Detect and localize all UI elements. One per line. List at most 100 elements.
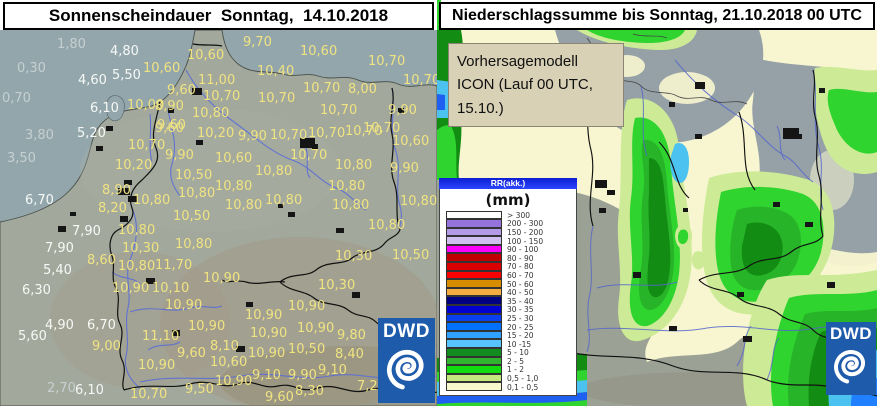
legend-header: RR(akk.) <box>439 178 577 189</box>
legend-row: 100 - 150 <box>440 236 576 246</box>
legend-label: 200 - 300 <box>507 219 544 229</box>
sunshine-value: 10,70 <box>363 121 401 136</box>
sunshine-value: 5,50 <box>112 68 141 83</box>
legend-label: 100 - 150 <box>507 236 544 246</box>
legend-label: > 300 <box>507 210 530 220</box>
sunshine-value: 10,30 <box>335 249 373 264</box>
sunshine-value: 9,60 <box>265 390 294 405</box>
legend-row: 25 - 30 <box>440 313 576 323</box>
legend-label: 5 - 10 <box>507 348 529 358</box>
legend-row: 90 - 100 <box>440 244 576 254</box>
legend-swatch <box>446 253 502 263</box>
legend-swatch <box>446 356 502 366</box>
legend-row: 35 - 40 <box>440 296 576 306</box>
legend-row: 80 - 90 <box>440 253 576 263</box>
legend-swatch <box>446 270 502 280</box>
legend-swatch <box>446 348 502 357</box>
sunshine-value: 10,70 <box>320 103 358 118</box>
sunshine-value: 10,90 <box>188 319 226 334</box>
sunshine-value: 10,80 <box>225 198 263 213</box>
dwd-spiral-icon <box>386 350 424 390</box>
legend-label: 60 - 70 <box>507 270 534 280</box>
sunshine-value: 10,70 <box>368 54 406 69</box>
sunshine-map <box>0 30 437 406</box>
sunshine-value: 2,70 <box>47 381 76 396</box>
sunshine-value: 10,50 <box>288 342 326 357</box>
city-marks <box>58 88 404 352</box>
sunshine-value: 10,70 <box>403 73 437 88</box>
precipitation-panel: Niederschlagssumme bis Sonntag, 21.10.20… <box>437 0 877 406</box>
dwd-logo-right: DWD <box>826 322 876 395</box>
model-info-line3: 15.10.) <box>457 99 504 117</box>
legend-row: 50 - 60 <box>440 279 576 289</box>
legend-swatch <box>446 330 502 340</box>
dwd-logo-left: DWD <box>378 318 435 403</box>
sunshine-value: 8,40 <box>335 347 364 362</box>
sunshine-value: 6,30 <box>22 283 51 298</box>
legend-label: 80 - 90 <box>507 253 534 263</box>
sunshine-value: 4,90 <box>45 318 74 333</box>
sunshine-value: 10,60 <box>392 134 430 149</box>
legend-row: 0,1 - 0,5 <box>440 382 576 392</box>
sunshine-value: 8,60 <box>87 253 116 268</box>
sunshine-value: 11,00 <box>198 73 236 88</box>
legend-swatch <box>446 365 502 374</box>
sunshine-value: 10,30 <box>122 241 160 256</box>
sunshine-value: 10,40 <box>257 64 295 79</box>
sunshine-value: 9,60 <box>167 83 196 98</box>
model-info-box: Vorhersagemodell ICON (Lauf 00 UTC, 15.1… <box>448 43 624 127</box>
legend-label: 15 - 20 <box>507 331 534 341</box>
sunshine-value: 10,60 <box>215 151 253 166</box>
sunshine-value: 10,50 <box>392 248 430 263</box>
sunshine-value: 1,80 <box>57 37 86 52</box>
sunshine-value: 10,60 <box>143 61 181 76</box>
dwd-logo-text: DWD <box>383 321 430 342</box>
sunshine-value: 10,30 <box>318 278 356 293</box>
sunshine-value: 8,00 <box>348 82 377 97</box>
legend-swatch <box>446 244 502 254</box>
model-info-line1: Vorhersagemodell <box>457 53 578 70</box>
sunshine-value: 10,80 <box>368 218 406 233</box>
sunshine-value: 9,00 <box>92 339 121 354</box>
legend-swatch <box>446 382 502 391</box>
legend-swatch <box>446 262 502 271</box>
legend-swatch <box>446 296 502 306</box>
legend-label: 25 - 30 <box>507 313 534 323</box>
legend-row: 1 - 2 <box>440 365 576 374</box>
dwd-spiral-icon <box>834 350 865 384</box>
city-marks <box>595 82 835 342</box>
sunshine-value: 10,60 <box>187 48 225 63</box>
sunshine-value: 10,70 <box>203 89 241 104</box>
sunshine-value: 9,90 <box>390 161 419 176</box>
legend-swatch <box>446 219 502 228</box>
sunshine-panel: 1,80 4,80 0,30 4,60 5,50 0,70 6,10 10,60 10,60 9,… <box>0 0 437 406</box>
sunshine-value: 6,70 <box>25 193 54 208</box>
legend-label: 30 - 35 <box>507 305 534 315</box>
sunshine-value: 10,70 <box>290 148 328 163</box>
legend-row: 40 - 50 <box>440 287 576 297</box>
sunshine-value: 10,10 <box>152 281 190 296</box>
legend-row: 10 -15 <box>440 339 576 349</box>
sunshine-value: 10,90 <box>288 299 326 314</box>
sunshine-value: 6,10 <box>90 101 119 116</box>
sunshine-value: 10,90 <box>112 281 150 296</box>
legend-swatch <box>446 373 502 383</box>
left-title: Sonnenscheindauer Sonntag, 14.10.2018 <box>48 6 389 25</box>
sunshine-value: 10,70 <box>303 81 341 96</box>
legend-body: (mm) > 300 200 - 300 150 - 200 100 - 150 90 … <box>439 189 577 397</box>
sunshine-value: 9,60 <box>155 121 184 136</box>
legend-row: 20 - 25 <box>440 322 576 332</box>
sunshine-value: 8,10 <box>210 339 239 354</box>
legend-rows: > 300 200 - 300 150 - 200 100 - 150 90 - 100… <box>440 210 576 392</box>
legend-swatch <box>446 287 502 297</box>
legend-row: > 300 <box>440 210 576 220</box>
sunshine-value: 3,80 <box>25 128 54 143</box>
sunshine-value: 10,20 <box>115 158 153 173</box>
sunshine-value: 10,70 <box>130 387 168 402</box>
sunshine-value: 11,10 <box>142 329 180 344</box>
sunshine-value: 10,80 <box>133 193 171 208</box>
sunshine-value: 11,70 <box>155 258 193 273</box>
sunshine-value: 10,90 <box>138 358 176 373</box>
sunshine-value: 9,90 <box>165 148 194 163</box>
legend-unit: (mm) <box>485 191 531 209</box>
